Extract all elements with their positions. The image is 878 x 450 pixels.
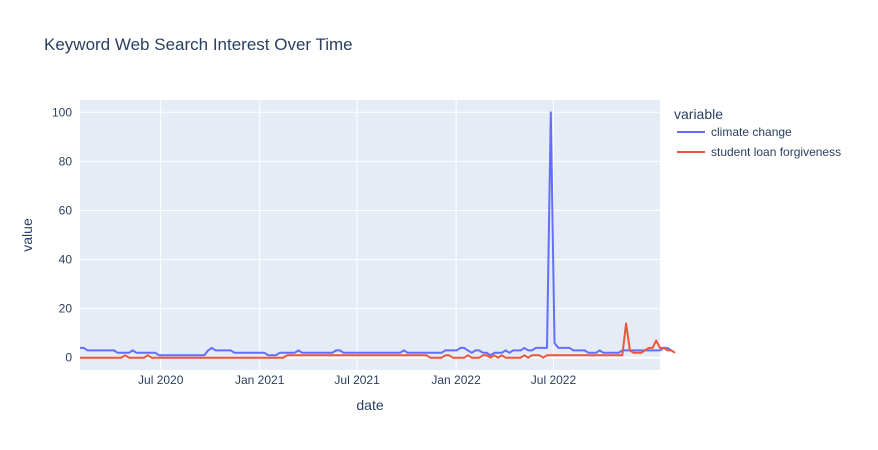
y-tick-label: 40 <box>59 253 73 267</box>
y-axis-title: value <box>19 218 35 252</box>
plot-area <box>80 100 660 370</box>
x-tick-label: Jan 2021 <box>235 373 285 387</box>
x-tick-label: Jul 2020 <box>138 373 184 387</box>
legend-title: variable <box>674 106 723 122</box>
x-tick-label: Jan 2022 <box>431 373 481 387</box>
x-tick-label: Jul 2022 <box>531 373 577 387</box>
series-line-climate-change <box>80 111 672 357</box>
y-tick-label: 60 <box>59 203 73 217</box>
series-line-student-loan-forgiveness <box>80 322 676 359</box>
x-axis-title: date <box>356 397 383 413</box>
y-tick-label: 80 <box>59 154 73 168</box>
x-axis-ticks: Jul 2020 Jan 2021 Jul 2021 Jan 2022 Jul 2022 <box>138 373 576 387</box>
y-axis-ticks: 0 20 40 60 80 100 <box>52 105 72 364</box>
y-tick-label: 0 <box>65 351 72 365</box>
y-tick-label: 100 <box>52 105 72 119</box>
y-tick-label: 20 <box>59 302 73 316</box>
chart-title: Keyword Web Search Interest Over Time <box>44 35 353 54</box>
legend: variable climate change student loan forg… <box>674 106 841 159</box>
x-tick-label: Jul 2021 <box>334 373 380 387</box>
series-layer <box>80 111 676 359</box>
legend-label: climate change <box>711 125 792 139</box>
legend-label: student loan forgiveness <box>711 145 841 159</box>
